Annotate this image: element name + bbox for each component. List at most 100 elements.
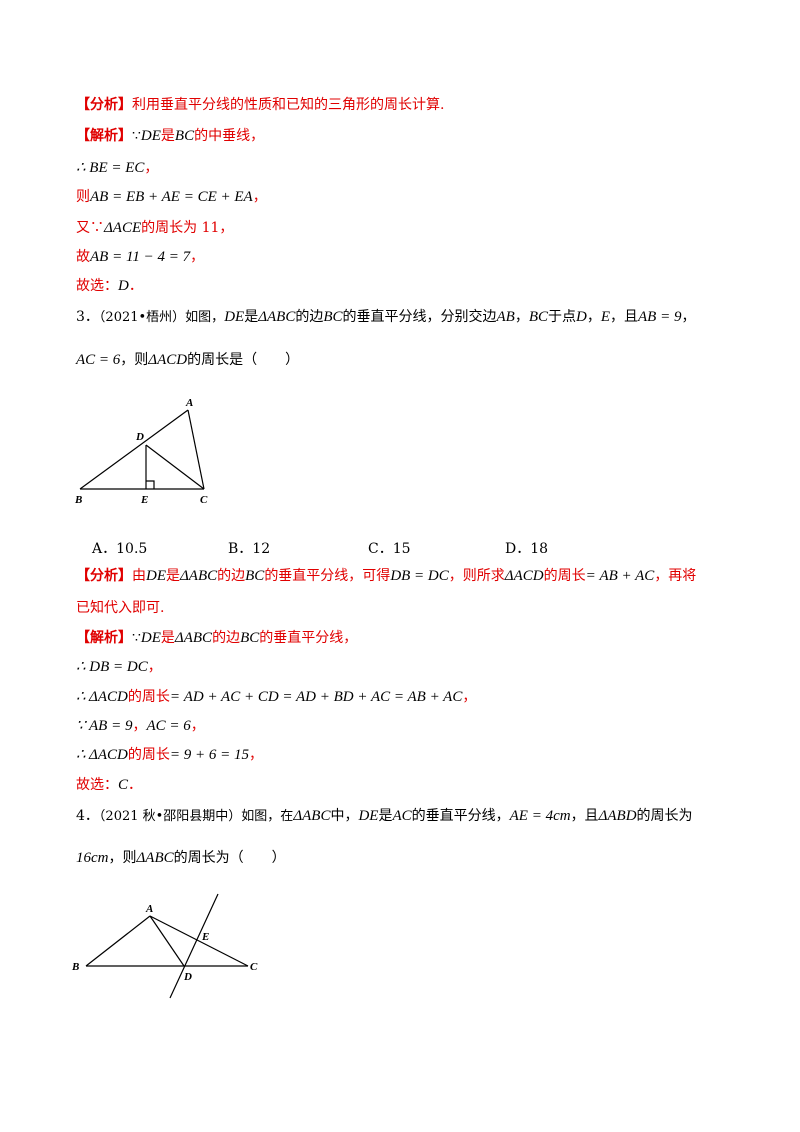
analysis-tag: 【分析】 <box>76 97 132 113</box>
math: AC = 6 <box>146 718 191 734</box>
math: ΔACD <box>148 352 188 368</box>
text: 故选： <box>76 278 118 294</box>
text: ， <box>147 659 162 675</box>
solution-tag: 【解析】 <box>76 630 132 646</box>
text: 则 <box>76 189 90 205</box>
option-letter: A． <box>92 541 117 557</box>
math-eq: AB = 11 − 4 = 7 <box>90 249 191 265</box>
question-4-figure: A E B D C <box>71 893 258 999</box>
math: ∴ ΔACD <box>76 689 128 705</box>
label-e: E <box>201 931 209 943</box>
text: ， <box>132 718 147 734</box>
text: 的垂直平分线，分别交边 <box>342 309 497 325</box>
text: 于点 <box>548 309 576 325</box>
solution-step: 则AB = EB + AE = CE + EA， <box>76 187 267 207</box>
option-value: 18 <box>530 541 549 557</box>
q3-solution-step: ∴ DB = DC， <box>76 657 162 677</box>
segment-dc <box>145 444 205 490</box>
math-eq: ∴ BE = EC <box>76 160 145 176</box>
math: AB = 9 <box>638 309 682 325</box>
q3-solution-step: ∴ ΔACD的周长= AD + AC + CD = AD + BD + AC =… <box>76 687 476 707</box>
math: ΔACD <box>504 568 544 584</box>
math: DE <box>146 568 166 584</box>
text: ， <box>462 689 477 705</box>
question-3-figure: A D B E C <box>74 397 208 506</box>
segment-ba <box>85 915 151 967</box>
question-3-line-1: 3．（2021•梧州）如图，DE是ΔABC的边BC的垂直平分线，分别交边AB，B… <box>76 307 695 328</box>
solution-step: 故AB = 11 − 4 = 7， <box>76 247 204 267</box>
solution-tag: 【解析】 <box>76 128 132 144</box>
label-e: E <box>140 494 148 506</box>
analysis-line: 【分析】利用垂直平分线的性质和已知的三角形的周长计算. <box>76 95 444 115</box>
math: BC <box>245 568 265 584</box>
math: = AD + AC + CD = AD + BD + AC = AB + AC <box>169 689 463 705</box>
text: ， <box>190 249 205 265</box>
math: ∴ DB = DC <box>76 659 148 675</box>
text: ， <box>248 747 263 763</box>
option-letter: C． <box>368 541 393 557</box>
analysis-tag: 【分析】 <box>76 568 132 584</box>
math-de: DE <box>140 128 161 144</box>
perpendicular-bisector <box>169 893 219 999</box>
option-letter: D． <box>505 541 531 557</box>
analysis-text: 利用垂直平分线的性质和已知的三角形的周长计算. <box>132 97 445 113</box>
text: 由 <box>132 568 146 584</box>
segment-ac <box>149 915 249 967</box>
math: E <box>600 309 611 325</box>
option-value: 15 <box>392 541 411 557</box>
text: 故 <box>76 249 90 265</box>
math: ∵ AB = 9 <box>76 718 133 734</box>
math: ΔABC <box>293 808 331 824</box>
solution-line: 【解析】∵DE是BC的中垂线， <box>76 126 264 146</box>
label-a: A <box>145 903 153 915</box>
option-b[interactable]: B．12 <box>228 538 270 558</box>
option-a[interactable]: A．10.5 <box>92 538 147 558</box>
option-letter: B． <box>228 541 253 557</box>
text: ， <box>190 718 205 734</box>
question-source: （2021•梧州）如图， <box>98 310 225 325</box>
text: 的周长为 11， <box>141 220 234 236</box>
text: 的周长是（ ） <box>187 352 300 368</box>
q3-analysis-line-2: 已知代入即可. <box>76 598 164 618</box>
math-answer: D <box>118 278 129 294</box>
text: ， <box>681 309 696 325</box>
text: ，且 <box>570 808 599 824</box>
text: ，且 <box>610 309 639 325</box>
text: 的周长 <box>127 747 170 763</box>
text: 的周长为 <box>636 808 693 824</box>
q3-solution-step: ∴ ΔACD的周长= 9 + 6 = 15， <box>76 745 263 765</box>
text: 的边 <box>217 568 246 584</box>
text: ，则 <box>108 850 137 866</box>
segment-ba <box>79 409 189 490</box>
math-answer: C <box>118 777 129 793</box>
math: D <box>576 309 587 325</box>
math: AB <box>496 309 515 325</box>
text: 的周长 <box>543 568 586 584</box>
text: 是 <box>244 309 259 325</box>
option-d[interactable]: D．18 <box>505 538 548 558</box>
solution-step: 又∵ΔACE的周长为 11， <box>76 218 233 238</box>
text: ， <box>144 160 159 176</box>
segment-ac <box>187 409 205 490</box>
math: BC <box>323 309 343 325</box>
question-number: 4． <box>76 808 99 824</box>
solution-step: ∴ BE = EC， <box>76 158 158 178</box>
option-c[interactable]: C．15 <box>368 538 411 558</box>
text: 又∵ <box>76 220 104 236</box>
math: ∴ ΔACD <box>76 747 128 763</box>
text: 故选： <box>76 777 118 793</box>
text: 是 <box>378 808 393 824</box>
text: ，再将 <box>654 568 697 584</box>
math: DE <box>140 630 161 646</box>
math: BC <box>240 630 260 646</box>
math: BC <box>528 309 548 325</box>
math: AC <box>392 808 412 824</box>
text: ，则所求 <box>448 568 505 584</box>
text: 已知代入即可. <box>76 600 165 616</box>
text: 是 <box>166 568 180 584</box>
math: ΔABC <box>180 568 218 584</box>
text: 的中垂线， <box>194 128 265 144</box>
label-b: B <box>71 961 79 973</box>
text: 的边 <box>295 309 324 325</box>
q3-analysis-line-1: 【分析】由DE是ΔABC的边BC的垂直平分线，可得DB = DC，则所求ΔACD… <box>76 566 696 586</box>
